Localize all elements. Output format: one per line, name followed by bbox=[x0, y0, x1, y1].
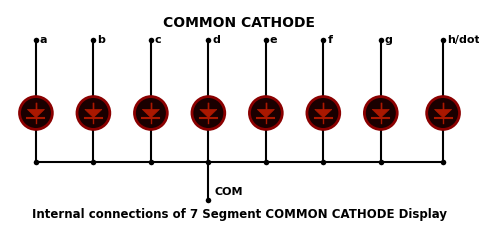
Circle shape bbox=[250, 97, 282, 130]
Polygon shape bbox=[85, 110, 102, 118]
Text: Internal connections of 7 Segment COMMON CATHODE Display: Internal connections of 7 Segment COMMON… bbox=[32, 207, 447, 220]
Polygon shape bbox=[257, 110, 274, 118]
Text: b: b bbox=[97, 35, 105, 45]
Circle shape bbox=[192, 97, 225, 130]
Polygon shape bbox=[27, 110, 45, 118]
Circle shape bbox=[77, 97, 110, 130]
Polygon shape bbox=[200, 110, 217, 118]
Circle shape bbox=[307, 97, 340, 130]
Text: e: e bbox=[270, 35, 277, 45]
Text: a: a bbox=[40, 35, 47, 45]
Circle shape bbox=[427, 97, 459, 130]
Polygon shape bbox=[372, 110, 389, 118]
Text: g: g bbox=[385, 35, 393, 45]
Text: COMMON CATHODE: COMMON CATHODE bbox=[163, 16, 316, 30]
Text: d: d bbox=[212, 35, 220, 45]
Text: c: c bbox=[155, 35, 161, 45]
Polygon shape bbox=[142, 110, 160, 118]
Circle shape bbox=[135, 97, 167, 130]
Polygon shape bbox=[434, 110, 452, 118]
Circle shape bbox=[365, 97, 397, 130]
Text: f: f bbox=[327, 35, 332, 45]
Circle shape bbox=[20, 97, 52, 130]
Text: h/dot: h/dot bbox=[447, 35, 479, 45]
Polygon shape bbox=[315, 110, 332, 118]
Text: COM: COM bbox=[215, 186, 243, 196]
